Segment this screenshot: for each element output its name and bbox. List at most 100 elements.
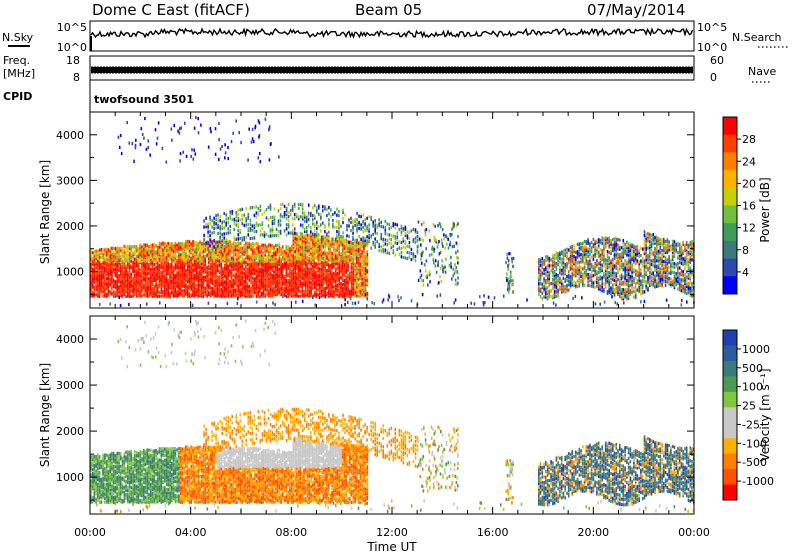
power-echo [282, 262, 284, 266]
power-echo [188, 251, 191, 255]
power-echo [358, 222, 360, 226]
power-echo [331, 275, 333, 279]
power-echo [255, 283, 258, 287]
power-echo [285, 258, 288, 262]
power-echo [195, 241, 198, 245]
power-echo [195, 261, 198, 265]
power-echo [171, 249, 173, 253]
power-echo [303, 261, 305, 265]
power-echo [216, 240, 219, 244]
power-echo [327, 263, 330, 267]
power-echo [245, 260, 247, 264]
power-echo [262, 266, 265, 270]
power-echo [252, 249, 254, 253]
power-echo [223, 263, 226, 268]
power-echo [102, 283, 104, 287]
power-echo [322, 261, 325, 265]
power-echo [245, 248, 247, 252]
power-echo [201, 258, 203, 262]
power-echo [345, 252, 347, 257]
power-echo [243, 223, 246, 227]
power-echo [312, 232, 314, 236]
power-echo [165, 242, 168, 246]
power-echo [250, 245, 252, 249]
power-echo [546, 280, 549, 284]
power-echo [181, 275, 184, 279]
power-echo [347, 268, 349, 272]
power-echo [336, 213, 338, 217]
power-echo [390, 242, 393, 246]
power-echo [374, 229, 376, 233]
power-echo [313, 272, 316, 276]
power-echo [146, 247, 148, 251]
power-echo [149, 261, 152, 265]
power-echo [216, 269, 219, 273]
power-echo [364, 259, 367, 263]
power-echo [332, 212, 334, 217]
power-echo [208, 280, 210, 284]
power-echo [192, 241, 194, 246]
power-echo [341, 289, 344, 293]
power-echo [352, 248, 355, 252]
power-echo [264, 286, 266, 290]
power-echo [347, 280, 349, 284]
power-echo [307, 217, 310, 221]
power-echo [299, 254, 302, 258]
power-echo [119, 256, 122, 260]
power-echo [312, 264, 314, 268]
power-echo [400, 224, 403, 228]
power-echo [123, 282, 126, 286]
power-echo [208, 292, 210, 297]
power-echo [114, 262, 117, 266]
power-echo [301, 205, 304, 209]
date-title: 07/May/2014 [587, 1, 685, 19]
power-echo [209, 277, 212, 281]
power-echo [141, 264, 143, 268]
power-echo [324, 230, 326, 234]
power-echo [125, 253, 127, 257]
power-echo [276, 258, 279, 262]
power-echo [193, 283, 196, 287]
power-echo [345, 294, 347, 298]
power-echo [271, 278, 274, 282]
power-echo [262, 254, 265, 258]
power-echo [105, 247, 108, 252]
power-echo [352, 261, 355, 265]
power-echo [151, 262, 154, 267]
power-echo [336, 240, 339, 244]
power-echo [203, 244, 205, 248]
power-echo [183, 282, 185, 286]
power-echo [260, 278, 263, 283]
power-echo [266, 280, 268, 284]
power-echo [134, 264, 136, 268]
power-echo [546, 268, 549, 272]
power-echo [275, 227, 278, 231]
power-echo [362, 221, 364, 225]
power-echo [343, 238, 346, 243]
power-echo [380, 233, 382, 237]
power-echo [93, 270, 96, 274]
power-echo [183, 261, 185, 265]
power-echo [176, 294, 178, 298]
power-echo [165, 288, 168, 292]
power-echo [179, 291, 182, 295]
power-echo [336, 271, 339, 276]
noise-left-tick-top: 10^5 [57, 21, 87, 34]
power-echo [222, 250, 224, 254]
power-echo [364, 290, 367, 294]
power-echo [205, 222, 207, 227]
power-echo [148, 276, 150, 280]
power-echo [301, 283, 303, 287]
power-echo [247, 233, 250, 237]
power-echo [245, 254, 247, 258]
power-echo [222, 283, 224, 287]
power-echo [412, 227, 415, 231]
power-echo [215, 256, 217, 260]
power-echo [290, 283, 293, 287]
power-echo [372, 224, 374, 228]
power-echo [155, 243, 157, 248]
power-echo [153, 271, 155, 275]
power-echo [283, 264, 286, 268]
power-echo [299, 279, 302, 283]
power-echo [278, 272, 281, 276]
